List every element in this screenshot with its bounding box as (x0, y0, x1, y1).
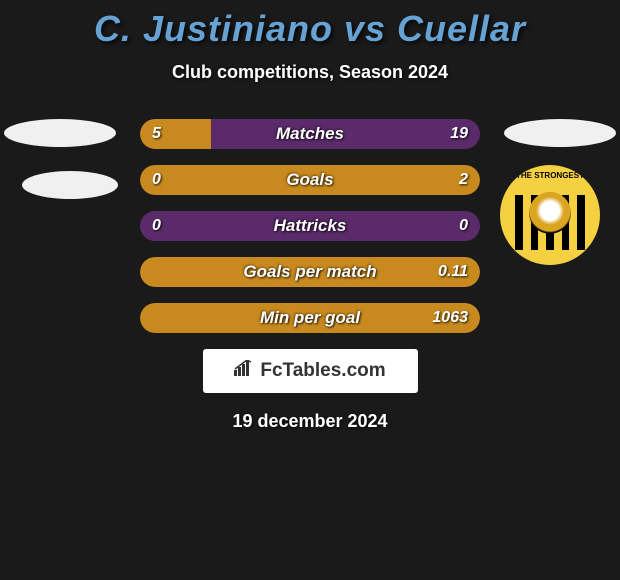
bar-value-right: 2 (459, 165, 468, 195)
bar-value-left: 0 (152, 211, 161, 241)
bar-label: Matches (140, 119, 480, 149)
logo-text: FcTables.com (234, 360, 385, 382)
stat-bar-row: Min per goal1063 (140, 303, 480, 333)
bar-value-right: 0 (459, 211, 468, 241)
stat-bars: Matches519Goals02Hattricks00Goals per ma… (140, 113, 480, 333)
bar-value-left: 5 (152, 119, 161, 149)
badge-text: THE STRONGEST (500, 171, 600, 180)
bar-label: Hattricks (140, 211, 480, 241)
date-text: 19 december 2024 (0, 411, 620, 432)
stat-bar-row: Goals0 2 (140, 165, 480, 195)
player-right-ellipse-1 (504, 119, 616, 147)
bar-label: Goals (140, 165, 480, 195)
bar-value-right: 19 (450, 119, 468, 149)
chart-icon (234, 360, 254, 382)
stat-bar-row: Goals per match0.11 (140, 257, 480, 287)
player-left-ellipse-1 (4, 119, 116, 147)
stat-bar-row: Matches5 19 (140, 119, 480, 149)
player-left-ellipse-2 (22, 171, 118, 199)
bar-label: Min per goal (140, 303, 480, 333)
bar-value-left: 0 (152, 165, 161, 195)
bar-label: Goals per match (140, 257, 480, 287)
stat-bar-row: Hattricks0 0 (140, 211, 480, 241)
logo-box: FcTables.com (203, 349, 418, 393)
bar-value-right: 0.11 (438, 257, 468, 287)
logo-label: FcTables.com (260, 360, 385, 382)
team-badge: THE STRONGEST (500, 165, 600, 265)
subtitle: Club competitions, Season 2024 (0, 62, 620, 83)
comparison-area: THE STRONGEST Matches519Goals02Hattricks… (0, 113, 620, 333)
page-title: C. Justiniano vs Cuellar (0, 0, 620, 50)
bar-value-right: 1063 (432, 303, 468, 333)
tiger-icon (529, 192, 571, 234)
